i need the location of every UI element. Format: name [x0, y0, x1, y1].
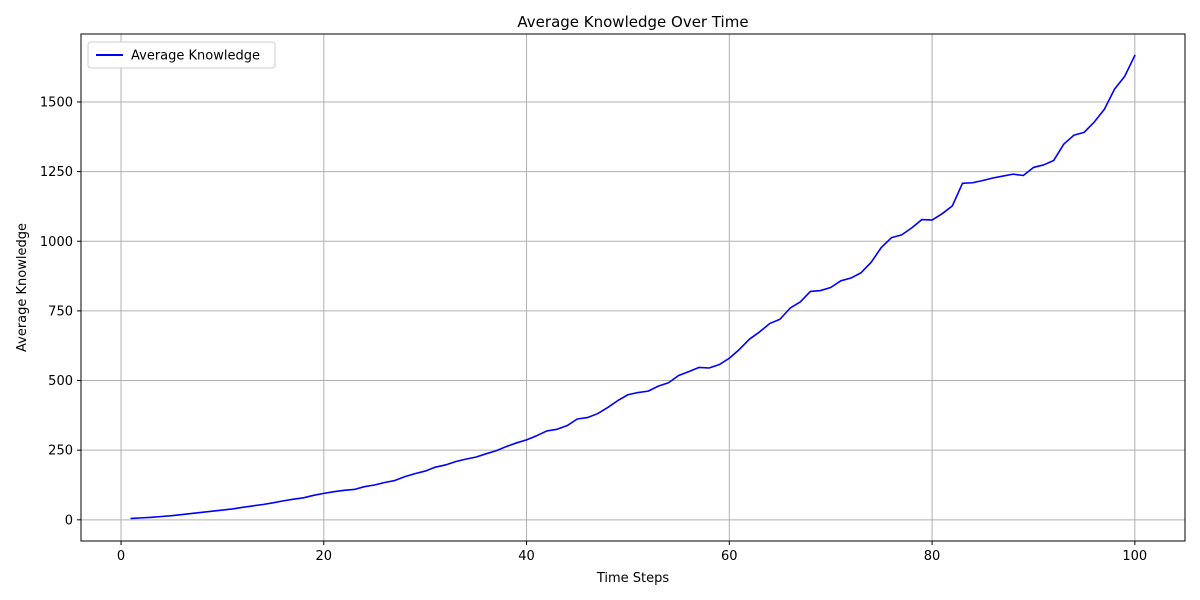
chart-title: Average Knowledge Over Time — [517, 13, 748, 31]
legend-label: Average Knowledge — [131, 49, 260, 64]
x-axis-label: Time Steps — [596, 571, 670, 586]
x-tick-label: 0 — [117, 549, 125, 564]
y-tick-label: 1000 — [40, 235, 73, 250]
y-tick-label: 750 — [48, 304, 73, 319]
x-tick-label: 60 — [721, 549, 738, 564]
series-line-average-knowledge — [130, 54, 1136, 520]
y-tick-label: 0 — [65, 513, 73, 528]
legend: Average Knowledge — [87, 41, 276, 69]
legend-box — [87, 41, 276, 69]
series-layer — [130, 54, 1136, 520]
y-tick-label: 500 — [48, 374, 73, 389]
y-axis-label: Average Knowledge — [15, 223, 30, 352]
grid-lines — [81, 34, 1185, 541]
x-tick-label: 80 — [924, 549, 941, 564]
y-tick-label: 1500 — [40, 95, 73, 110]
x-tick-label: 40 — [518, 549, 535, 564]
x-tick-label: 20 — [316, 549, 333, 564]
y-tick-label: 250 — [48, 444, 73, 459]
plot-frame — [80, 33, 1186, 542]
y-tick-label: 1250 — [40, 165, 73, 180]
x-tick-label: 100 — [1122, 549, 1147, 564]
